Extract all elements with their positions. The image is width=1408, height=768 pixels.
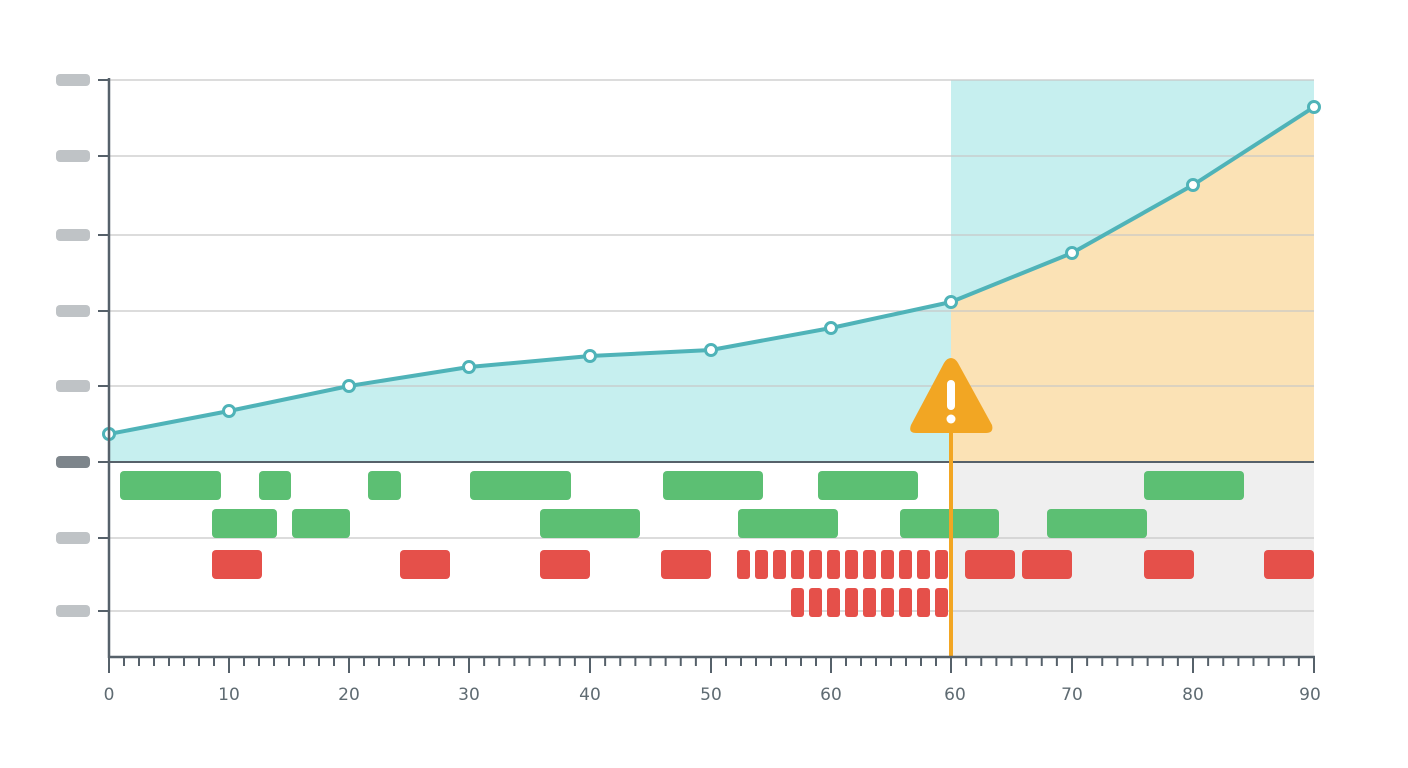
task-bar[interactable] — [663, 471, 763, 500]
x-tick-label: 60 — [820, 685, 842, 705]
data-point[interactable] — [704, 343, 718, 357]
data-point[interactable] — [1307, 100, 1321, 114]
alert-tick[interactable] — [845, 550, 858, 579]
alert-bar[interactable] — [965, 550, 1015, 579]
alert-tick[interactable] — [881, 588, 894, 617]
task-bar[interactable] — [120, 471, 221, 500]
alert-tick[interactable] — [899, 588, 912, 617]
gantt-row-2 — [212, 509, 1147, 538]
task-bar[interactable] — [212, 509, 277, 538]
x-tick-label: 10 — [218, 685, 240, 705]
alert-tick[interactable] — [935, 550, 948, 579]
alert-tick[interactable] — [809, 588, 822, 617]
y-axis-ticks — [98, 79, 109, 612]
x-axis-ticks — [108, 657, 1315, 673]
alert-tick[interactable] — [917, 550, 930, 579]
data-point[interactable] — [1065, 246, 1079, 260]
alert-tick[interactable] — [935, 588, 948, 617]
y-axis-labels — [56, 74, 90, 617]
y-label-pill — [56, 605, 90, 617]
task-bar[interactable] — [259, 471, 291, 500]
x-tick-label: 30 — [458, 685, 480, 705]
alert-tick[interactable] — [863, 588, 876, 617]
data-point[interactable] — [462, 360, 476, 374]
alert-tick[interactable] — [899, 550, 912, 579]
alert-tick[interactable] — [917, 588, 930, 617]
alert-tick[interactable] — [863, 550, 876, 579]
alert-bar[interactable] — [1144, 550, 1194, 579]
alert-tick[interactable] — [737, 550, 750, 579]
alert-bar[interactable] — [1022, 550, 1072, 579]
alert-tick[interactable] — [827, 550, 840, 579]
dense-alert-block — [737, 550, 948, 579]
alert-tick[interactable] — [791, 588, 804, 617]
y-label-pill — [56, 305, 90, 317]
task-bar[interactable] — [292, 509, 350, 538]
warning-triangle-icon[interactable] — [910, 358, 993, 433]
x-tick-label: 60 — [944, 685, 966, 705]
y-label-pill — [56, 456, 90, 468]
alert-tick[interactable] — [827, 588, 840, 617]
data-point[interactable] — [222, 404, 236, 418]
y-label-pill — [56, 532, 90, 544]
x-tick-label: 90 — [1299, 685, 1321, 705]
alert-bar[interactable] — [661, 550, 711, 579]
task-bar[interactable] — [540, 509, 640, 538]
alert-tick[interactable] — [773, 550, 786, 579]
task-bar[interactable] — [470, 471, 571, 500]
alert-tick[interactable] — [791, 550, 804, 579]
gantt-row-3 — [212, 550, 1314, 579]
past-area — [109, 302, 951, 462]
alert-bar[interactable] — [1264, 550, 1314, 579]
alert-bar[interactable] — [400, 550, 450, 579]
x-tick-label: 0 — [104, 685, 115, 705]
x-tick-label: 40 — [579, 685, 601, 705]
x-tick-label: 20 — [338, 685, 360, 705]
task-bar[interactable] — [1047, 509, 1147, 538]
x-tick-label: 70 — [1061, 685, 1083, 705]
data-point[interactable] — [583, 349, 597, 363]
y-label-pill — [56, 74, 90, 86]
alert-bar[interactable] — [212, 550, 262, 579]
task-bar[interactable] — [818, 471, 918, 500]
forecast-area — [951, 107, 1314, 462]
trend-points — [102, 100, 1321, 441]
task-bar[interactable] — [738, 509, 838, 538]
x-axis-labels: 0 10 20 30 40 50 60 60 70 80 90 — [104, 685, 1321, 705]
alert-tick[interactable] — [881, 550, 894, 579]
data-point[interactable] — [1186, 178, 1200, 192]
alert-tick[interactable] — [845, 588, 858, 617]
y-label-pill — [56, 380, 90, 392]
gantt-row-4 — [791, 588, 948, 617]
alert-tick[interactable] — [809, 550, 822, 579]
line-area — [109, 107, 1314, 462]
y-label-pill — [56, 229, 90, 241]
y-label-pill — [56, 150, 90, 162]
task-bar[interactable] — [1144, 471, 1244, 500]
alert-tick[interactable] — [755, 550, 768, 579]
x-tick-label: 80 — [1182, 685, 1204, 705]
data-point[interactable] — [824, 321, 838, 335]
task-bar[interactable] — [368, 471, 401, 500]
x-tick-label: 50 — [700, 685, 722, 705]
alert-bar[interactable] — [540, 550, 590, 579]
gantt-row-1 — [120, 471, 1244, 500]
data-point[interactable] — [342, 379, 356, 393]
data-point[interactable] — [944, 295, 958, 309]
